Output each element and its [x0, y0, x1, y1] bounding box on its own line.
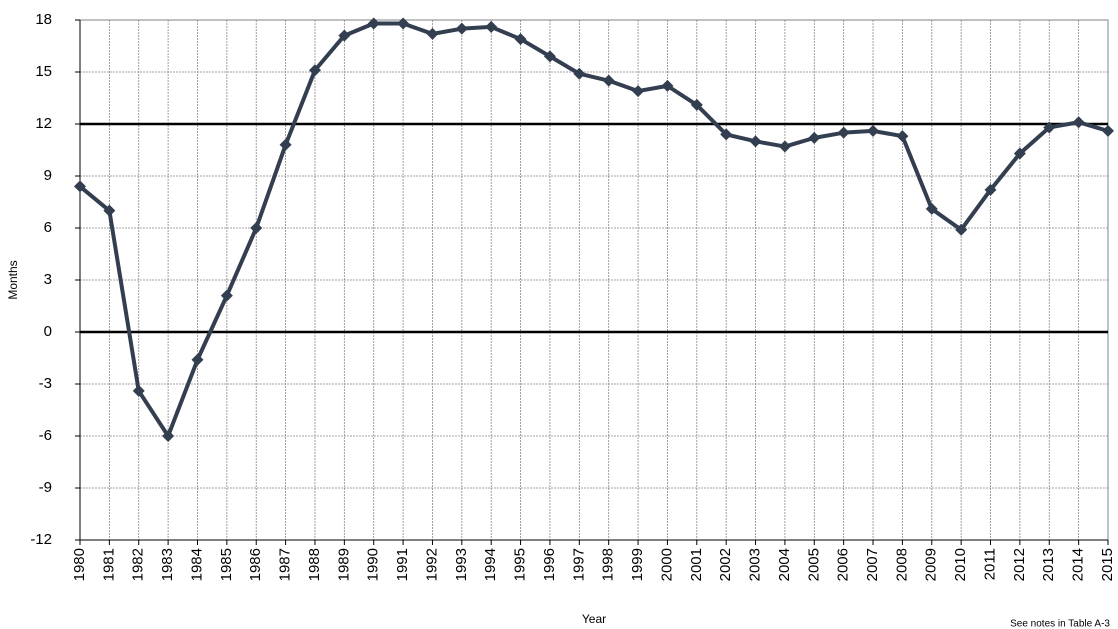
data-point: [367, 17, 380, 30]
data-point: [896, 130, 909, 143]
x-tick-label: 2002: [717, 548, 734, 581]
x-tick-label: 1990: [365, 548, 382, 581]
data-point: [984, 183, 997, 196]
x-tick-label: 2000: [658, 548, 675, 581]
x-tick-label: 1998: [600, 548, 617, 581]
x-tick-label: 1980: [71, 548, 88, 581]
data-point: [485, 20, 498, 33]
y-tick-label: 12: [35, 115, 52, 132]
y-tick-label: 6: [44, 219, 52, 236]
data-point: [308, 64, 321, 77]
x-tick-label: 2014: [1070, 548, 1087, 581]
x-tick-label: 1999: [629, 548, 646, 581]
data-point: [573, 67, 586, 80]
data-point: [1102, 124, 1114, 137]
y-tick-label: 0: [44, 323, 52, 340]
data-point: [808, 131, 821, 144]
x-tick-label: 1986: [247, 548, 264, 581]
x-tick-label: 1997: [570, 548, 587, 581]
data-point: [661, 79, 674, 92]
x-tick-label: 2008: [893, 548, 910, 581]
y-tick-label: -6: [39, 427, 52, 444]
x-tick-label: 2015: [1099, 548, 1116, 581]
x-tick-label: 1989: [335, 548, 352, 581]
data-point: [338, 29, 351, 42]
x-tick-label: 2007: [864, 548, 881, 581]
x-tick-label: 2009: [923, 548, 940, 581]
x-tick-label: 1988: [306, 548, 323, 581]
data-point: [250, 222, 263, 234]
y-tick-label: -9: [39, 479, 52, 496]
data-point: [397, 17, 410, 30]
data-point: [1013, 147, 1026, 160]
x-tick-label: 1995: [512, 548, 529, 581]
x-tick-label: 2013: [1040, 548, 1057, 581]
y-tick-label: 9: [44, 167, 52, 184]
note: See notes in Table A-3: [1010, 619, 1110, 629]
x-tick-label: 2005: [805, 548, 822, 581]
data-point: [1072, 116, 1085, 129]
y-tick-label: -12: [30, 531, 52, 548]
x-tick-label: 1982: [130, 548, 147, 581]
data-point: [1043, 121, 1056, 134]
data-point: [602, 74, 615, 87]
x-tick-label: 2012: [1011, 548, 1028, 581]
data-point: [132, 384, 145, 397]
x-axis-label: Year: [582, 612, 606, 626]
data-line: [78, 21, 1109, 438]
x-tick-label: 2004: [776, 548, 793, 581]
x-tick-label: 1992: [423, 548, 440, 581]
y-axis-label: Months: [6, 260, 20, 299]
data-point: [74, 180, 86, 193]
x-tick-label: 1993: [453, 548, 470, 581]
data-point: [778, 140, 791, 153]
data-point: [543, 50, 556, 63]
y-tick-label: -3: [39, 375, 52, 392]
data-point: [426, 27, 439, 40]
data-point: [720, 128, 733, 141]
data-point: [455, 22, 468, 35]
data-point: [279, 138, 292, 151]
data-point: [690, 98, 703, 111]
data-point: [955, 223, 968, 236]
x-tick-label: 1994: [482, 548, 499, 581]
x-tick-label: 1996: [541, 548, 558, 581]
y-tick-label: 18: [35, 11, 52, 28]
data-point: [925, 202, 938, 215]
x-tick-label: 2006: [835, 548, 852, 581]
data-point: [162, 430, 175, 442]
y-tick-label: 3: [44, 271, 52, 288]
x-tick-label: 2003: [747, 548, 764, 581]
x-tick-label: 1991: [394, 548, 411, 581]
data-point: [220, 289, 233, 302]
data-point: [632, 85, 645, 98]
data-point: [191, 353, 204, 366]
data-point: [103, 204, 116, 217]
x-tick-label: 2011: [981, 548, 998, 580]
data-point: [514, 33, 527, 46]
x-tick-label: 1983: [159, 548, 176, 581]
x-tick-label: 2001: [688, 548, 705, 581]
x-tick-label: 1987: [277, 548, 294, 581]
data-point: [837, 126, 850, 139]
data-point: [867, 124, 880, 137]
data-point: [749, 135, 762, 148]
x-tick-label: 2010: [952, 548, 969, 581]
x-tick-label: 1985: [218, 548, 235, 581]
x-tick-label: 1984: [188, 548, 205, 581]
x-tick-label: 1981: [100, 548, 117, 581]
y-tick-label: 15: [35, 63, 52, 80]
